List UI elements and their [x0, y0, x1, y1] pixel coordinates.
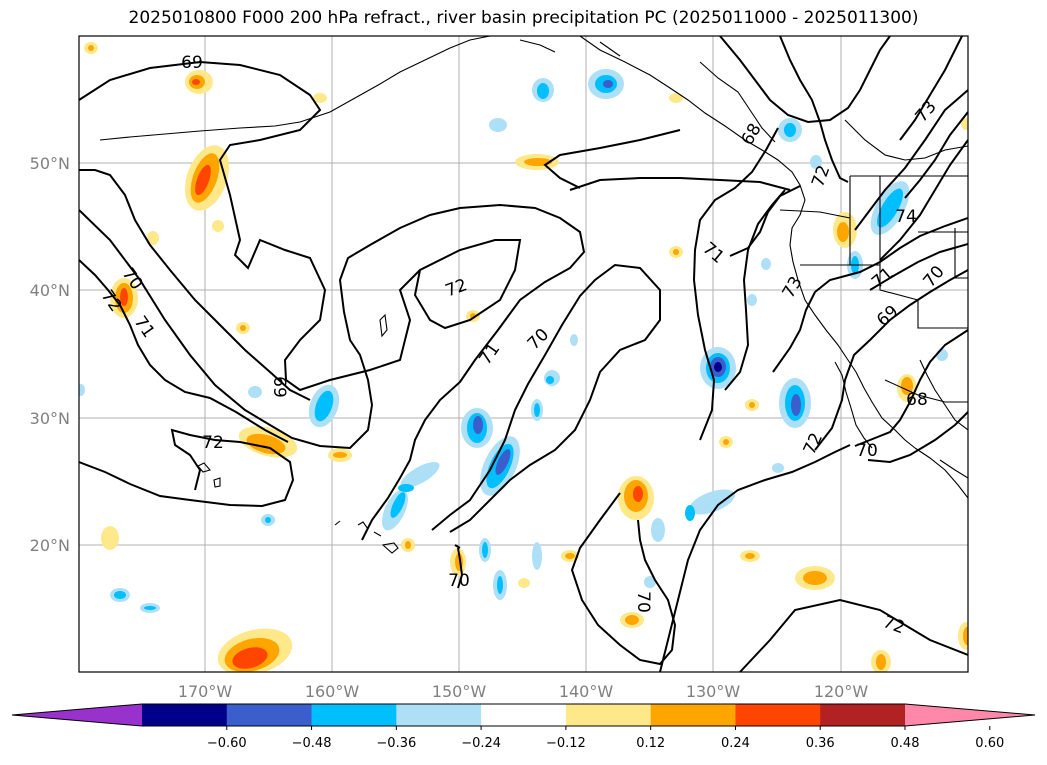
- colorbar-segment: [311, 704, 397, 726]
- colorbar-segment: [735, 704, 821, 726]
- colorbar-tick-label: −0.60: [207, 736, 247, 751]
- lat-label: 40°N: [30, 281, 70, 300]
- colorbar-tick-label: −0.12: [546, 736, 586, 751]
- colorbar-extend-high: [905, 704, 1035, 726]
- refractivity-contours: [79, 36, 968, 672]
- contour-label: 68: [906, 390, 928, 410]
- colorbar-tick-label: 0.48: [891, 736, 920, 751]
- colorbar-segment: [396, 704, 482, 726]
- colorbar-tick-label: −0.48: [292, 736, 332, 751]
- colorbar-segment: [142, 704, 228, 726]
- colorbar-segment: [226, 704, 313, 726]
- precip-pc-shading: [79, 42, 968, 672]
- lat-label: 50°N: [30, 154, 70, 173]
- colorbar-outline: [11, 703, 1036, 727]
- colorbar-tick-label: 0.36: [806, 736, 835, 751]
- colorbar-tick-label: −0.36: [376, 736, 416, 751]
- contour-label: 70: [448, 571, 470, 591]
- colorbar-segment: [481, 704, 567, 726]
- coastlines: [99, 36, 968, 554]
- lon-label: 170°W: [178, 682, 233, 701]
- contour-label: 74: [895, 207, 917, 227]
- colorbar-extend-low: [12, 704, 142, 726]
- map-title: 2025010800 F000 200 hPa refract., river …: [128, 8, 919, 28]
- plot-area: [79, 36, 968, 672]
- contour-label: 70: [633, 591, 653, 613]
- contour-label: 72: [202, 433, 224, 453]
- longitude-labels: 170°W 160°W 150°W 140°W 130°W 120°W: [178, 682, 869, 701]
- lon-label: 130°W: [686, 682, 741, 701]
- colorbar: −0.60 −0.48 −0.36 −0.24 −0.12 0.12 0.24 0.36 0.4…: [11, 703, 1036, 751]
- colorbar-tick-label: 0.12: [636, 736, 665, 751]
- latitude-labels: 50°N 40°N 30°N 20°N: [30, 154, 70, 555]
- contour-label: 69: [269, 376, 289, 398]
- lat-label: 30°N: [30, 409, 70, 428]
- lon-label: 120°W: [814, 682, 869, 701]
- lat-label: 20°N: [30, 536, 70, 555]
- colorbar-segment: [650, 704, 736, 726]
- lon-label: 140°W: [559, 682, 614, 701]
- lon-label: 150°W: [432, 682, 487, 701]
- contour-label: 69: [181, 53, 203, 73]
- colorbar-segment: [820, 704, 906, 726]
- colorbar-tick-label: 0.60: [975, 736, 1004, 751]
- colorbar-tick-label: 0.24: [721, 736, 750, 751]
- colorbar-segment: [565, 704, 652, 726]
- lon-label: 160°W: [305, 682, 360, 701]
- contour-label: 70: [856, 441, 878, 461]
- colorbar-tick-label: −0.24: [461, 736, 501, 751]
- map-frame: [78, 35, 969, 673]
